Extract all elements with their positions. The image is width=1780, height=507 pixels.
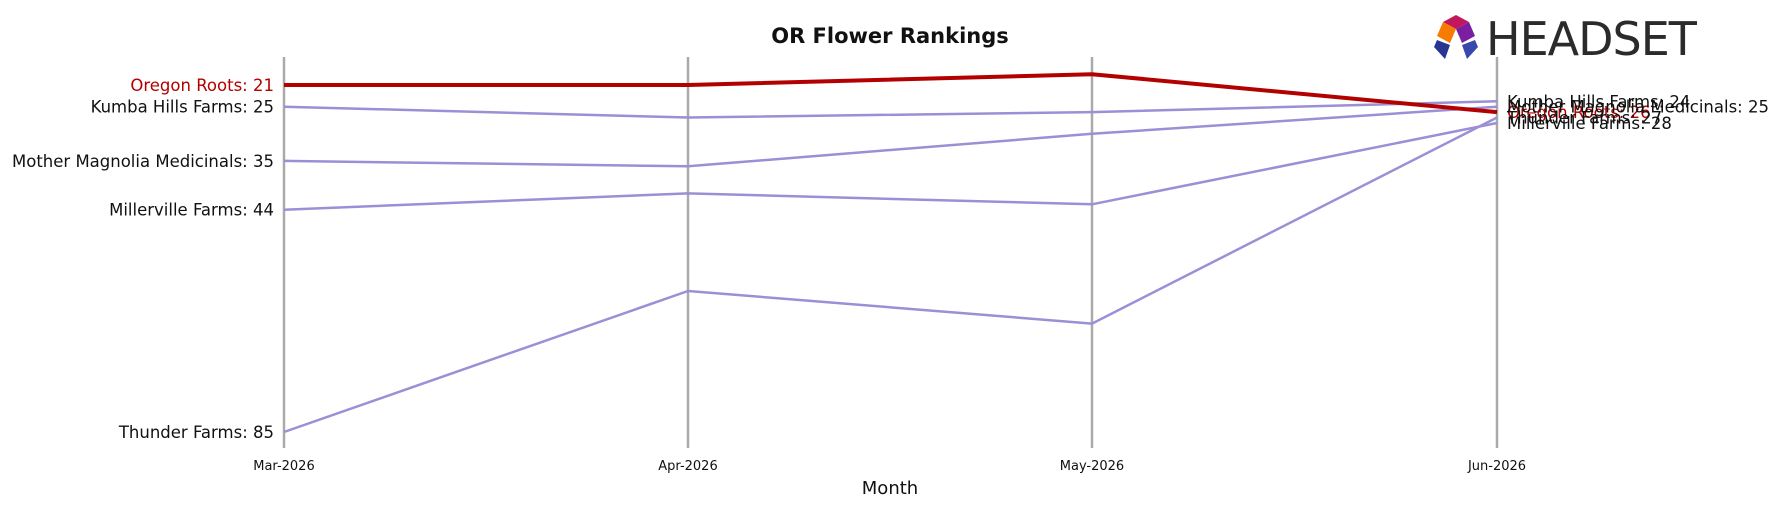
series-start-label: Oregon Roots: 21 — [130, 76, 274, 95]
headset-logo-mark — [1434, 15, 1478, 59]
x-tick-label: Mar-2026 — [253, 459, 314, 474]
series-end-label: Mother Magnolia Medicinals: 25 — [1507, 98, 1769, 117]
series-line — [283, 105, 1498, 168]
headset-logo-text: HEADSET — [1486, 12, 1698, 66]
series-end-label: Millerville Farms: 28 — [1507, 114, 1672, 133]
headset-logo: HEADSET — [1434, 12, 1699, 66]
series-end-label: Oregon Roots: 26 — [1507, 103, 1651, 122]
series-end-label: Kumba Hills Farms: 24 — [1507, 92, 1690, 111]
series-start-label: Kumba Hills Farms: 25 — [91, 98, 274, 117]
series-layer — [283, 72, 1498, 434]
x-tick-label: Apr-2026 — [658, 459, 717, 474]
series-start-label: Mother Magnolia Medicinals: 35 — [12, 152, 274, 171]
chart-title: OR Flower Rankings — [771, 24, 1009, 48]
series-line — [283, 100, 1498, 119]
series-start-label: Millerville Farms: 44 — [109, 201, 274, 220]
x-tick-label: May-2026 — [1060, 459, 1124, 474]
grid-layer — [282, 57, 1499, 448]
series-line — [284, 72, 1498, 115]
series-line — [283, 116, 1498, 434]
series-line — [283, 121, 1498, 211]
tick-layer: Mar-2026 Apr-2026 May-2026 Jun-2026 — [253, 459, 1526, 474]
series-end-label: Thunder Farms: 27 — [1506, 109, 1662, 128]
x-tick-label: Jun-2026 — [1467, 459, 1526, 474]
series-start-label: Thunder Farms: 85 — [118, 423, 274, 442]
x-axis-label: Month — [862, 478, 918, 499]
